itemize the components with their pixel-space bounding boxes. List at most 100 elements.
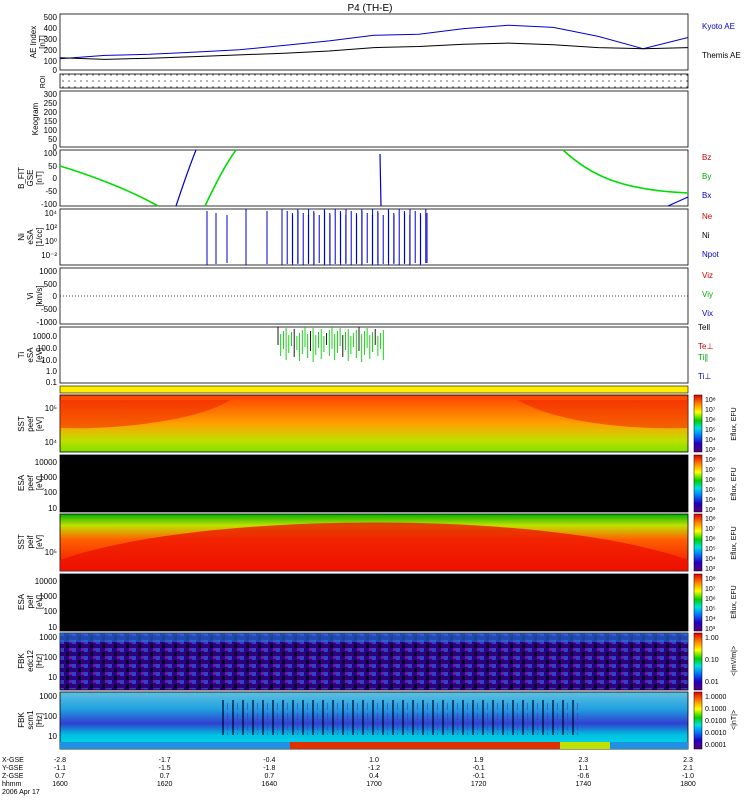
ni-frame xyxy=(59,208,689,266)
keogram-tick-100: 100 xyxy=(44,126,58,135)
bfit-ylabel-2: GSE xyxy=(26,170,35,187)
fbk-b-tick-100: 100 xyxy=(44,712,58,721)
sst-e-ylabel-2: peef xyxy=(26,415,35,431)
time-tick-y-5: 1.1 xyxy=(578,765,588,772)
ti-ylabel-3: [eV] xyxy=(35,348,44,362)
bfit-ylabel-1: B_FIT xyxy=(17,167,26,189)
keogram-frame xyxy=(59,90,689,148)
ae-panel: AE Index [nT] 500 400 300 200 100 0 Kyot… xyxy=(29,13,741,75)
plot-title: P4 (TH-E) xyxy=(348,3,393,14)
legend-ne: Ne xyxy=(702,212,713,221)
colorbar-6-scale xyxy=(693,691,703,750)
fbk-e-ylabel-1: FBK xyxy=(17,653,26,669)
time-tick-y-0: -1.1 xyxy=(54,765,66,772)
axis-row-label-z: Z-GSE xyxy=(2,773,24,780)
legend-ti-par: Ti∥ xyxy=(698,353,708,362)
ae-ylabel-1: AE Index xyxy=(29,26,38,58)
esa-e-ylabel-1: ESA xyxy=(17,474,26,491)
fbk-e-ylabel-2: edc12 xyxy=(26,650,35,672)
ae-tick-400: 400 xyxy=(44,24,58,33)
colorbar-3: 10⁸ 10⁷ 10⁶ 10⁵ 10⁴ 10³ Eflux, EFU xyxy=(693,513,738,573)
ae-tick-0: 0 xyxy=(53,66,58,75)
ti-tick-0p1: 0.1 xyxy=(46,378,58,387)
fbk-e-tick-10: 10 xyxy=(48,673,57,682)
bfit-by-segment-3 xyxy=(562,149,689,194)
bfit-tick-0: 0 xyxy=(53,174,58,183)
colorbar-3-tick-4: 10⁴ xyxy=(705,556,716,563)
fbk-b-bottom-band-hot xyxy=(290,742,610,749)
time-tick-x-3: 1.0 xyxy=(369,757,379,764)
colorbar-2-tick-5: 10³ xyxy=(705,507,716,514)
esa-e-spectrogram xyxy=(59,454,689,513)
colorbar-5-tick-0: 1.00 xyxy=(705,635,719,642)
yellow-strip xyxy=(59,385,689,394)
keogram-tick-50: 50 xyxy=(48,135,57,144)
colorbar-1-label: Eflux, EFU xyxy=(731,407,738,440)
keogram-tick-300: 300 xyxy=(44,90,58,99)
ti-frame xyxy=(59,326,689,384)
legend-npot: Npot xyxy=(702,250,720,259)
colorbar-4-tick-3: 10⁵ xyxy=(705,606,716,613)
fbk-b-panel: FBK scm1 [Hz] 1000 100 10 xyxy=(17,691,689,750)
esa-i-spectrogram xyxy=(59,573,689,632)
ae-tick-300: 300 xyxy=(44,35,58,44)
colorbar-1-tick-0: 10⁸ xyxy=(705,397,716,404)
fbk-b-ylabel-3: [Hz] xyxy=(35,713,44,727)
sst-e-ylabel-3: [eV] xyxy=(35,417,44,431)
time-tick-hhmm-5: 1740 xyxy=(576,781,592,788)
bfit-by-segment-1 xyxy=(59,165,159,207)
vi-ylabel-2: [km/s] xyxy=(35,285,44,306)
ti-series xyxy=(277,327,384,362)
esa-i-tick-1000: 1000 xyxy=(39,592,57,601)
colorbar-2: 10⁸ 10⁷ 10⁶ 10⁵ 10⁴ 10³ Eflux, EFU xyxy=(693,454,738,514)
ti-ylabel-2: eSA xyxy=(26,347,35,363)
sst-e-ylabel-1: SST xyxy=(17,416,26,432)
sst-e-red-left xyxy=(60,400,230,429)
axis-date-label: 2006 Apr 17 xyxy=(2,789,40,796)
colorbar-4-tick-5: 10³ xyxy=(705,626,716,633)
colorbar-3-tick-1: 10⁷ xyxy=(705,526,716,533)
colorbar-3-tick-0: 10⁸ xyxy=(705,516,716,523)
time-tick-z-6: -1.0 xyxy=(682,773,694,780)
vi-panel: Vi [km/s] 1000 500 0 -500 -1000 Viz Viy … xyxy=(26,267,713,327)
colorbar-3-scale xyxy=(693,513,703,572)
legend-themis-ae: Themis AE xyxy=(702,51,741,60)
ti-ylabel-1: Ti xyxy=(17,352,26,359)
keogram-ylabel: Keogram xyxy=(31,102,40,135)
time-tick-x-1: -1.7 xyxy=(159,757,171,764)
colorbar-1: 10⁸ 10⁷ 10⁶ 10⁵ 10⁴ 10³ Eflux, EFU xyxy=(693,394,738,454)
vi-tick-m1000: -1000 xyxy=(37,318,58,327)
fbk-e-top-band xyxy=(60,633,688,642)
ni-tick-1em2: 10⁻² xyxy=(41,251,57,260)
ti-tick-10: 10.0 xyxy=(41,356,57,365)
time-tick-z-1: 0.7 xyxy=(160,773,170,780)
time-tick-y-2: -1.8 xyxy=(263,765,275,772)
keogram-tick-200: 200 xyxy=(44,108,58,117)
sst-i-ylabel-2: peif xyxy=(26,535,35,549)
ni-ylabel-3: [1/cc] xyxy=(35,227,44,246)
time-tick-y-1: -1.5 xyxy=(159,765,171,772)
fbk-b-ylabel-2: scm1 xyxy=(26,710,35,730)
esa-e-ylabel-3: [eV] xyxy=(35,476,44,490)
bfit-by-segment-2 xyxy=(204,149,237,207)
roi-panel: ROI xyxy=(40,73,689,89)
legend-bz: Bz xyxy=(702,153,711,162)
legend-by: By xyxy=(702,172,711,181)
colorbar-5-tick-1: 0.10 xyxy=(705,657,719,664)
ae-series-line-1 xyxy=(59,24,689,60)
time-tick-z-3: 0.4 xyxy=(369,773,379,780)
colorbar-1-tick-5: 10³ xyxy=(705,447,716,454)
colorbar-2-tick-1: 10⁷ xyxy=(705,467,716,474)
colorbar-6-label: <|nT|> xyxy=(731,710,738,730)
ni-tick-1e0: 10⁰ xyxy=(45,237,57,246)
ti-tick-1000: 1000.0 xyxy=(33,332,58,341)
time-tick-x-6: 2.3 xyxy=(683,757,693,764)
colorbar-6-tick-1: 0.1000 xyxy=(705,706,727,713)
vi-ylabel-1: Vi xyxy=(26,292,35,299)
colorbar-4-tick-4: 10⁴ xyxy=(705,616,716,623)
esa-i-panel: ESA peif [eV] 10000 1000 100 10 xyxy=(17,573,689,632)
time-tick-labels: -2.8-1.10.71600-1.7-1.50.71620-0.4-1.80.… xyxy=(52,757,696,788)
colorbar-2-tick-3: 10⁵ xyxy=(705,487,716,494)
colorbar-2-tick-0: 10⁸ xyxy=(705,457,716,464)
